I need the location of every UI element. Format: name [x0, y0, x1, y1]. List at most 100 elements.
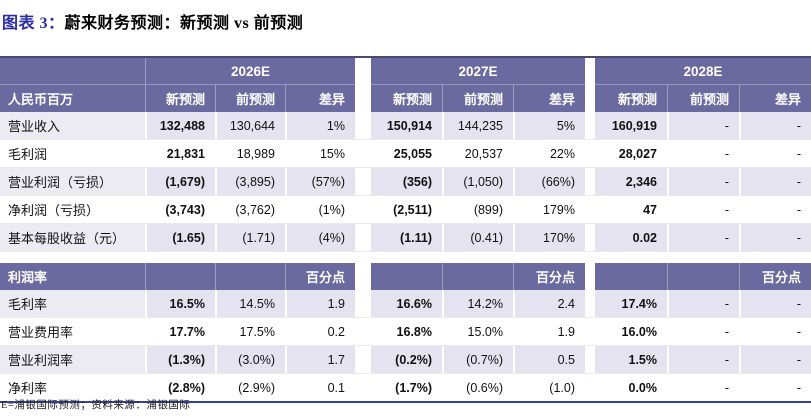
cell-2027-prev: (0.7%) — [442, 346, 513, 373]
cell-2027-diff: 179% — [513, 196, 585, 223]
cell-2026-new: (2.8%) — [145, 374, 215, 401]
cell-2026-prev: (3,895) — [215, 168, 285, 195]
cell-2027-diff: (66%) — [513, 168, 585, 195]
cell-2027-diff: 170% — [513, 224, 585, 251]
cell-2027-new: (2,511) — [371, 196, 442, 223]
margins-diff-unit: 百分点 — [739, 263, 811, 290]
column-gap — [585, 58, 595, 85]
cell-2026-prev: 14.5% — [215, 290, 285, 317]
column-gap — [355, 263, 371, 290]
column-gap — [585, 85, 595, 112]
year-header-blank — [0, 58, 145, 85]
cell-2026-diff: (4%) — [285, 224, 355, 251]
row-label: 营业利润率 — [0, 346, 145, 373]
cell-2027-prev: 15.0% — [442, 318, 513, 345]
cell-2027-new: (356) — [371, 168, 442, 195]
col-header-prev: 前预测 — [667, 85, 739, 112]
margins-header-blank — [145, 263, 215, 290]
col-header-new: 新预测 — [595, 85, 667, 112]
cell-2026-new: 16.5% — [145, 290, 215, 317]
col-header-prev: 前预测 — [442, 85, 513, 112]
cell-2028-prev: - — [667, 196, 739, 223]
cell-2026-new: 132,488 — [145, 112, 215, 139]
year-header-2026: 2026E — [145, 58, 355, 85]
cell-2026-prev: (1.71) — [215, 224, 285, 251]
cell-2026-prev: (2.9%) — [215, 374, 285, 401]
cell-2027-diff: 1.9 — [513, 318, 585, 345]
cell-2028-prev: - — [667, 112, 739, 139]
margins-header-blank — [442, 263, 513, 290]
cell-2027-new: 150,914 — [371, 112, 442, 139]
table-row: 营业利润（亏损） (1,679) (3,895) (57%) (356) (1,… — [0, 168, 811, 196]
cell-2028-prev: - — [667, 346, 739, 373]
section-gap — [0, 252, 811, 263]
year-header-row: 2026E 2027E 2028E — [0, 58, 811, 85]
cell-2026-new: 17.7% — [145, 318, 215, 345]
forecast-table: 2026E 2027E 2028E 人民币百万 新预测 前预测 差异 新预测 前… — [0, 56, 811, 403]
cell-2028-diff: - — [739, 112, 811, 139]
row-label: 营业收入 — [0, 112, 145, 139]
unit-label: 人民币百万 — [0, 85, 145, 112]
cell-2028-new: 2,346 — [595, 168, 667, 195]
cell-2026-diff: (1%) — [285, 196, 355, 223]
column-gap — [585, 318, 595, 345]
cell-2028-new: 47 — [595, 196, 667, 223]
cell-2028-new: 28,027 — [595, 140, 667, 167]
cell-2028-diff: - — [739, 196, 811, 223]
row-label: 营业费用率 — [8, 325, 74, 340]
column-gap — [355, 168, 371, 195]
cell-2026-diff: 0.1 — [285, 374, 355, 401]
cell-2027-prev: (1,050) — [442, 168, 513, 195]
cell-2028-diff: - — [739, 318, 811, 345]
cell-2028-new: 1.5% — [595, 346, 667, 373]
source-note: E=浦银国际预测；资料来源：浦银国际 — [1, 400, 191, 411]
table-row: 营业利润率 (1.3%) (3.0%) 1.7 (0.2%) (0.7%) 0.… — [0, 346, 811, 374]
cell-2026-prev: 18,989 — [215, 140, 285, 167]
cell-2028-new: 17.4% — [595, 290, 667, 317]
table-row: 毛利润 21,831 18,989 15% 25,055 20,537 22% … — [0, 140, 811, 168]
margins-diff-unit: 百分点 — [285, 263, 355, 290]
column-gap — [355, 224, 371, 251]
column-gap — [585, 290, 595, 317]
col-header-diff: 差异 — [739, 85, 811, 112]
table-row: 营业收入 132,488 130,644 1% 150,914 144,235 … — [0, 112, 811, 140]
margins-header-blank — [215, 263, 285, 290]
column-gap — [355, 374, 371, 401]
cell-2028-diff: - — [739, 374, 811, 401]
table-row: 净利润（亏损） (3,743) (3,762) (1%) (2,511) (89… — [0, 196, 811, 224]
table-row: 毛利率 16.5% 14.5% 1.9 16.6% 14.2% 2.4 17.4… — [0, 290, 811, 318]
column-gap — [355, 196, 371, 223]
row-label: 毛利润 — [8, 147, 48, 162]
col-header-prev: 前预测 — [215, 85, 285, 112]
cell-2026-new: (1.65) — [145, 224, 215, 251]
column-gap — [585, 196, 595, 223]
cell-2026-diff: 0.2 — [285, 318, 355, 345]
cell-2026-prev: 130,644 — [215, 112, 285, 139]
cell-2027-new: 16.8% — [371, 318, 442, 345]
cell-2028-prev: - — [667, 290, 739, 317]
row-label: 净利润（亏损） — [8, 203, 100, 218]
margins-header-blank — [595, 263, 667, 290]
col-header-new: 新预测 — [145, 85, 215, 112]
row-label: 净利率 — [8, 381, 48, 396]
cell-2028-new: 160,919 — [595, 112, 667, 139]
column-gap — [585, 346, 595, 373]
margins-diff-unit: 百分点 — [513, 263, 585, 290]
cell-2026-prev: (3,762) — [215, 196, 285, 223]
column-gap — [355, 85, 371, 112]
column-gap — [355, 140, 371, 167]
margins-section-label: 利润率 — [0, 263, 145, 290]
subheader-row: 人民币百万 新预测 前预测 差异 新预测 前预测 差异 新预测 前预测 差异 — [0, 85, 811, 112]
figure-title-text: 蔚来财务预测：新预测 vs 前预测 — [64, 15, 304, 32]
cell-2026-diff: 1.9 — [285, 290, 355, 317]
cell-2027-new: (1.7%) — [371, 374, 442, 401]
cell-2028-new: 0.02 — [595, 224, 667, 251]
cell-2028-diff: - — [739, 346, 811, 373]
table-bottom-rule — [0, 401, 811, 403]
cell-2026-prev: 17.5% — [215, 318, 285, 345]
cell-2028-prev: - — [667, 318, 739, 345]
column-gap — [585, 140, 595, 167]
table-row: 基本每股收益（元） (1.65) (1.71) (4%) (1.11) (0.4… — [0, 224, 811, 252]
column-gap — [355, 346, 371, 373]
